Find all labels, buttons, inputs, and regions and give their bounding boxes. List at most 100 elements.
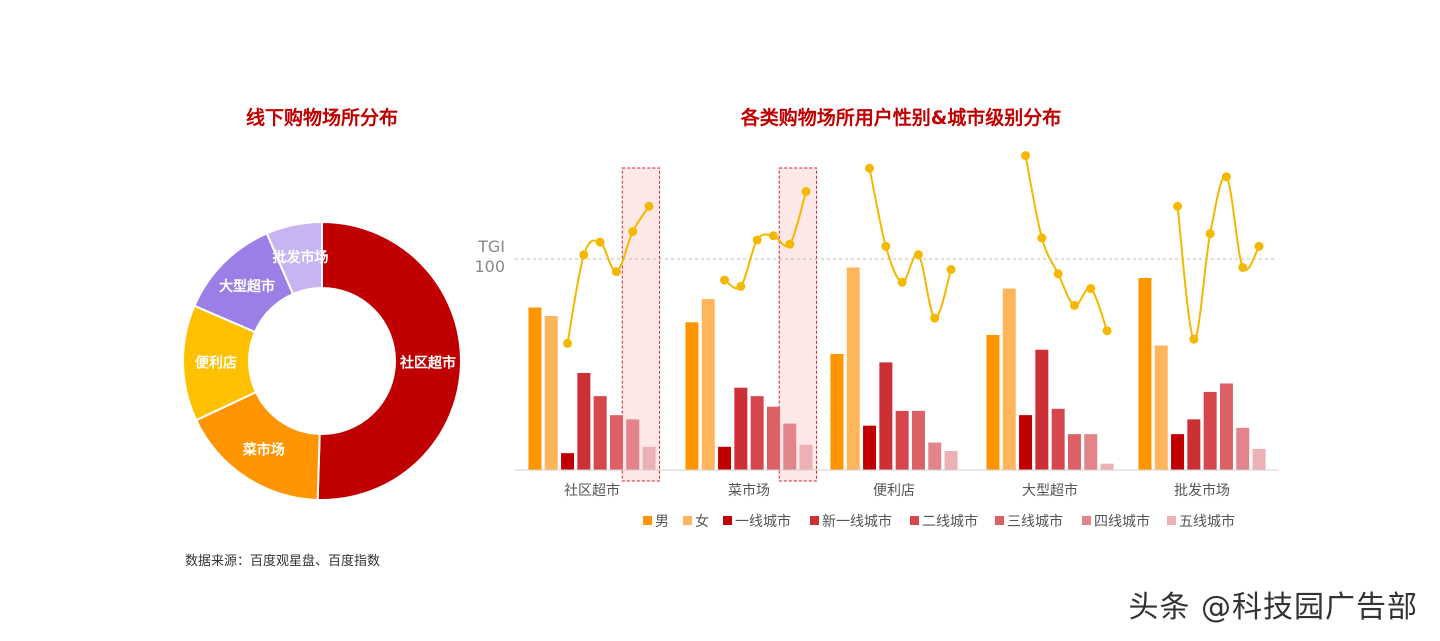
bar [701, 299, 715, 470]
tgi-point [644, 201, 654, 211]
legend-swatch [1167, 516, 1176, 525]
bar [766, 406, 780, 470]
tgi-point [785, 239, 795, 249]
bar [685, 322, 699, 470]
legend-label: 四线城市 [1094, 513, 1150, 530]
bar [879, 362, 893, 470]
legend-label: 三线城市 [1007, 513, 1063, 530]
legend-label: 二线城市 [922, 513, 978, 530]
data-source: 数据来源：百度观星盘、百度指数 [185, 553, 380, 569]
bar [642, 446, 656, 470]
tgi-point [881, 241, 891, 251]
donut-title: 线下购物场所分布 [246, 106, 398, 129]
legend-swatch [723, 516, 732, 525]
category-label: 社区超市 [564, 482, 620, 499]
tgi-value-label: 100 [474, 257, 505, 276]
bar [718, 446, 732, 470]
bar [528, 307, 542, 470]
legend-swatch [1082, 516, 1091, 525]
tgi-point [1053, 269, 1063, 279]
donut-slice-label: 便利店 [195, 355, 237, 372]
category-label: 菜市场 [728, 482, 770, 499]
bar [783, 423, 797, 470]
bar [1154, 345, 1168, 470]
bar [1100, 463, 1114, 470]
bar [1138, 277, 1152, 470]
tgi-point [1205, 229, 1215, 239]
bar [1035, 349, 1049, 470]
bar [1252, 448, 1266, 470]
bar [1187, 419, 1201, 470]
tgi-point [595, 237, 605, 247]
tgi-line [1024, 155, 1108, 332]
bar [750, 396, 764, 470]
category-label: 大型超市 [1022, 482, 1078, 499]
category-label: 批发市场 [1174, 482, 1230, 499]
tgi-point [897, 277, 907, 287]
bar [1084, 434, 1098, 470]
tgi-line [1176, 175, 1260, 341]
legend-label: 女 [695, 513, 709, 530]
bar [1203, 391, 1217, 470]
tgi-point [1221, 172, 1231, 182]
tgi-point [579, 250, 589, 260]
legend: 男 女 一线城市 新一线城市 二线城市 三线城市 四线城市 五线城市 [643, 513, 1235, 530]
tgi-point [1238, 262, 1248, 272]
tgi-point [1069, 300, 1079, 310]
bar [863, 425, 877, 470]
legend-swatch [995, 516, 1004, 525]
tgi-point [1189, 334, 1199, 344]
bar [928, 442, 942, 470]
donut-slice-4 [265, 220, 323, 296]
bar [593, 396, 607, 470]
tgi-point [1254, 241, 1264, 251]
category-label: 便利店 [873, 483, 915, 499]
tgi-point [611, 267, 621, 277]
category-labels: 社区超市 菜市场 便利店 大型超市 批发市场 [564, 482, 1230, 499]
tgi-point [1037, 233, 1047, 243]
bar [799, 444, 813, 470]
bar [626, 419, 640, 470]
legend-label: 新一线城市 [822, 513, 892, 530]
tgi-point [752, 235, 762, 245]
bar [609, 415, 623, 470]
tgi-point [628, 227, 638, 237]
legend-label: 五线城市 [1179, 513, 1235, 530]
bar [1019, 415, 1033, 470]
tgi-point [563, 338, 573, 348]
tgi-point [913, 250, 923, 260]
tgi-label: TGI [477, 237, 505, 256]
bar [577, 372, 591, 470]
tgi-point [720, 275, 730, 285]
tgi-point [801, 186, 811, 196]
donut-slice-label: 菜市场 [242, 442, 285, 459]
donut-slice-0 [316, 220, 462, 501]
tgi-point [1102, 326, 1112, 336]
donut-slice-label: 大型超市 [219, 278, 275, 295]
bar [1067, 434, 1081, 470]
tgi-point [768, 231, 778, 241]
bar [944, 451, 958, 470]
tgi-line [868, 168, 953, 320]
tgi-point [946, 265, 956, 275]
watermark: 头条 @科技园广告部 [1128, 590, 1418, 625]
bar [911, 410, 925, 470]
legend-swatch [810, 516, 819, 525]
bar [1171, 434, 1185, 470]
bar [986, 334, 1000, 470]
legend-swatch [683, 516, 692, 525]
bar [734, 387, 748, 470]
tgi-point [1173, 201, 1183, 211]
bar [561, 453, 575, 470]
bar [1236, 427, 1250, 470]
legend-swatch [643, 516, 652, 525]
bar [830, 353, 844, 470]
bar [544, 315, 558, 470]
donut-slice-label: 批发市场 [273, 249, 329, 266]
bar [846, 267, 860, 470]
tgi-point [1086, 284, 1096, 294]
bars [528, 267, 1266, 470]
tgi-point [1021, 151, 1031, 161]
